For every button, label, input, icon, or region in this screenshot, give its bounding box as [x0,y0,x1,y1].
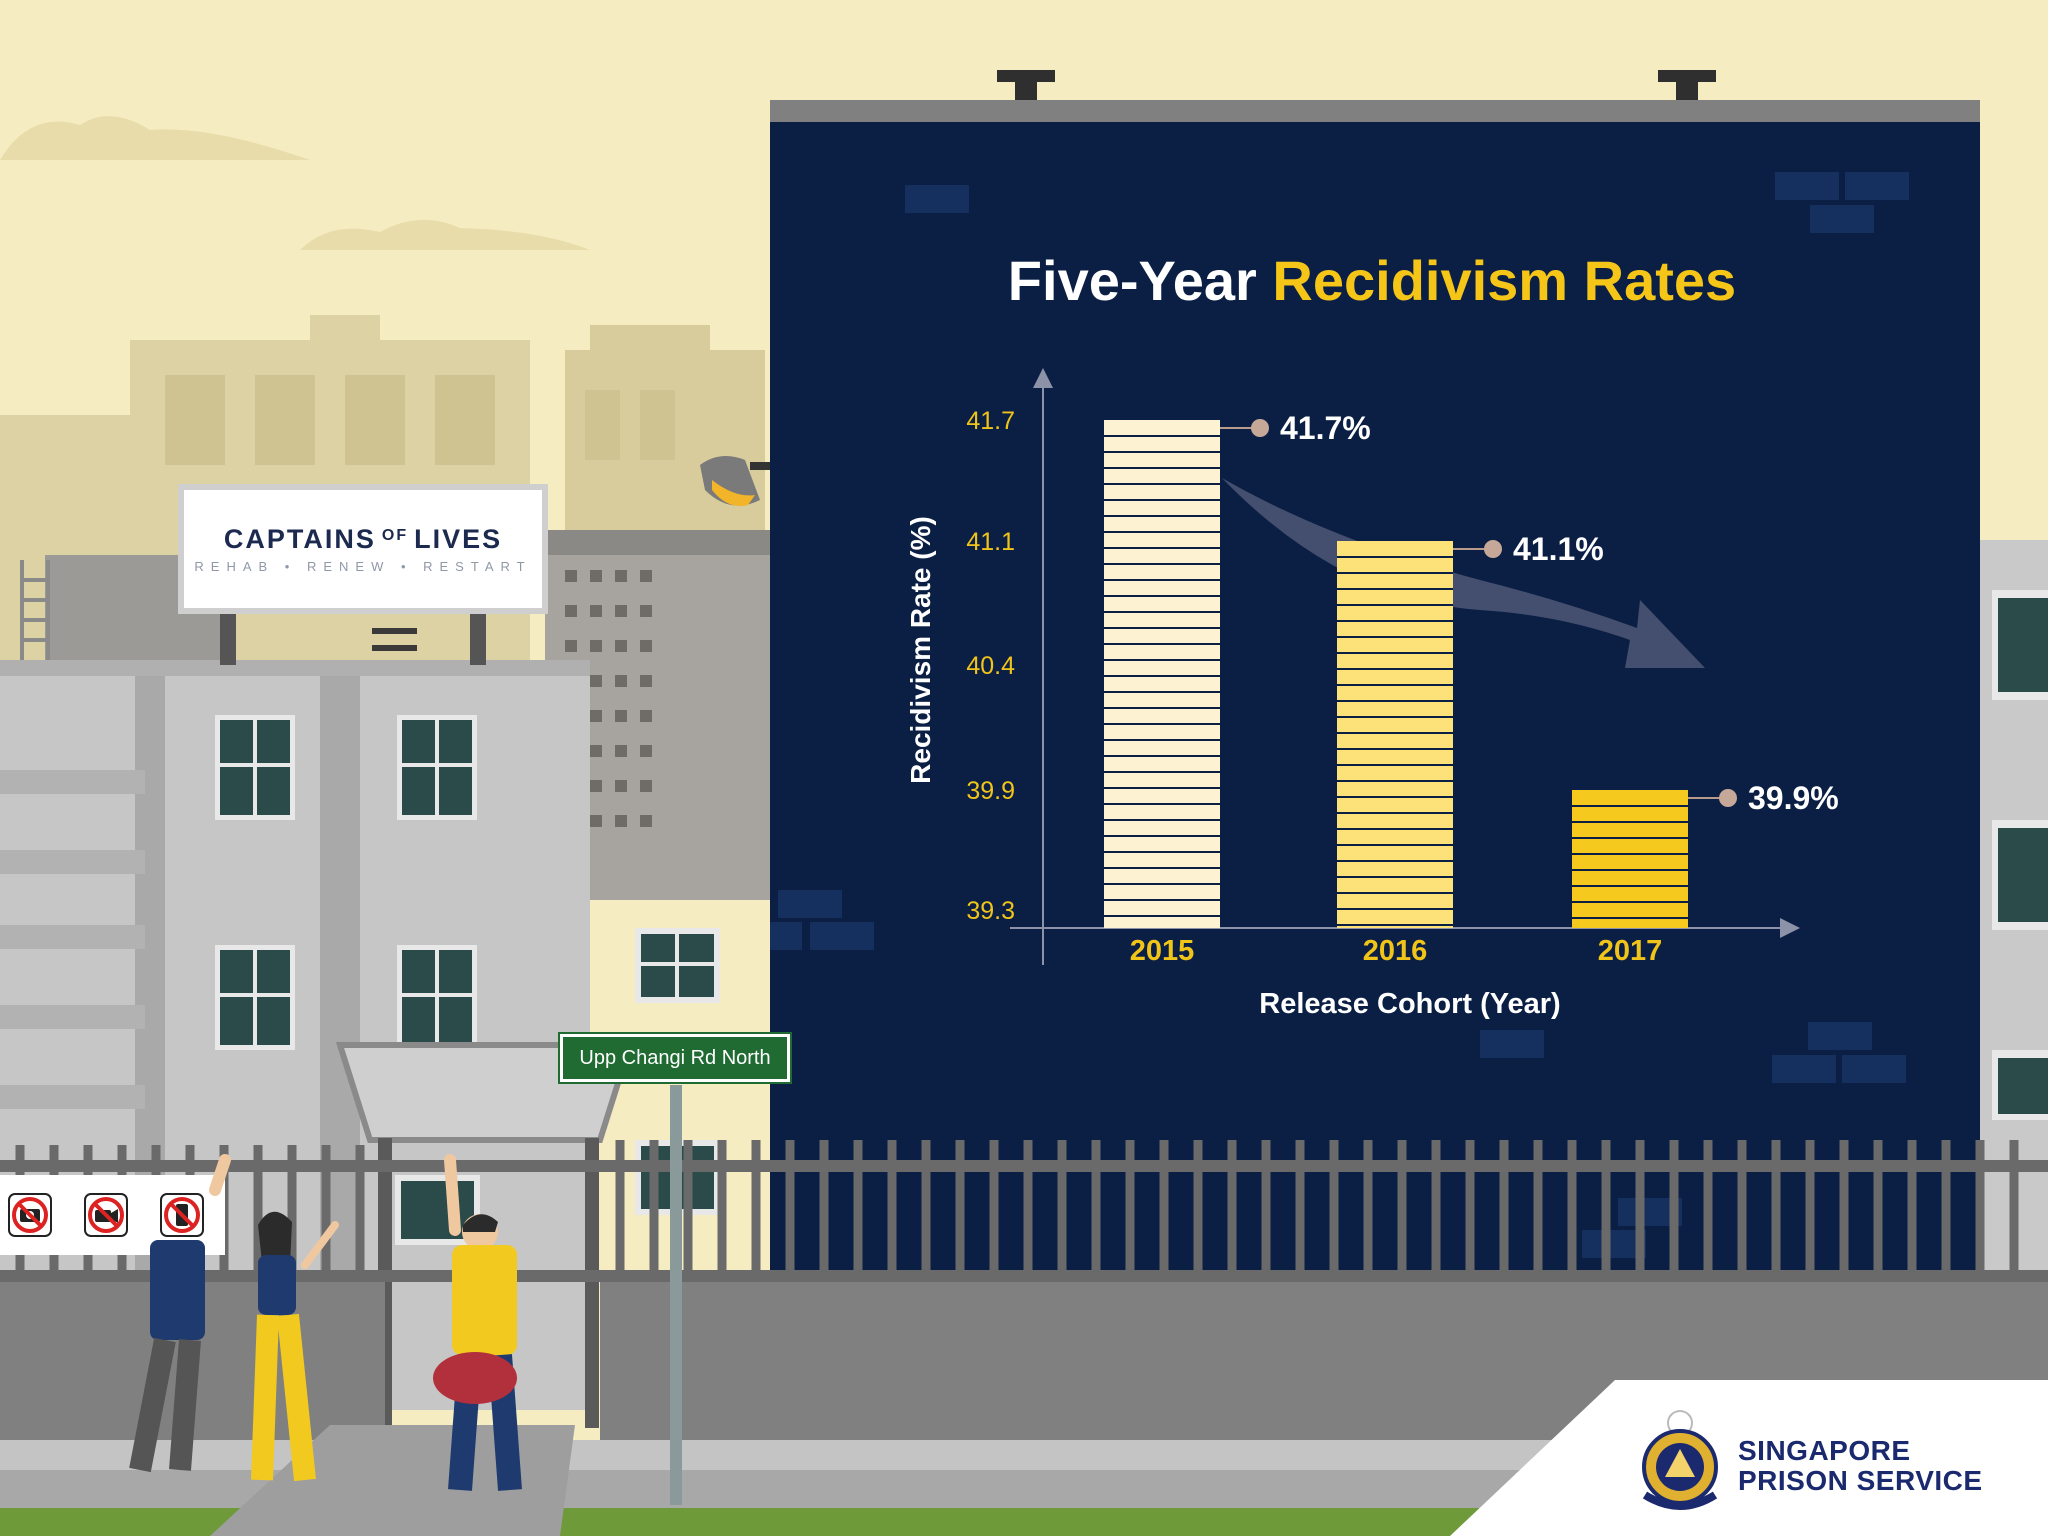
data-label-2016: 41.1% [1513,531,1604,567]
no-video-icon [84,1193,128,1237]
street-sign: Upp Changi Rd North [558,1032,792,1084]
cloud [0,116,310,160]
captains-sign-title: CAPTAINS OF LIVES [223,524,503,554]
y-tick-label: 40.4 [966,652,1015,680]
captains-sign-tagline: REHAB • RENEW • RESTART [194,559,532,574]
person-right [433,1154,522,1491]
no-camera-icon [8,1193,52,1237]
no-phone-icon [160,1193,204,1237]
bar-2015 [1104,420,1220,928]
prison-crest-icon [1642,1410,1718,1510]
y-axis-label: Recidivism Rate (%) [905,516,936,784]
x-axis-label: Release Cohort (Year) [1259,988,1560,1020]
singapore-prison-service-logo: SINGAPORE PRISON SERVICE [1738,1436,1983,1496]
y-tick-label: 39.3 [966,897,1015,925]
data-label-2015: 41.7% [1280,410,1371,446]
y-tick-label: 41.7 [966,407,1015,435]
logo-line2: PRISON SERVICE [1738,1465,1983,1496]
cloud [300,219,590,250]
bar-2017 [1572,790,1688,928]
data-label-dot [1719,789,1737,807]
x-tick-2017: 2017 [1598,935,1663,967]
data-label-2017: 39.9% [1748,780,1839,816]
chart-title: Five-Year Recidivism Rates [1008,249,1736,312]
x-tick-2016: 2016 [1363,935,1428,967]
logo-line1: SINGAPORE [1738,1435,1911,1466]
building-windows [215,715,720,1245]
data-label-dot [1251,419,1269,437]
person-middle [251,1211,339,1482]
x-tick-2015: 2015 [1130,935,1195,967]
trend-arrow [1222,478,1705,668]
y-tick-label: 41.1 [966,528,1015,556]
data-label-dot [1484,540,1502,558]
bar-2016 [1337,541,1453,928]
y-tick-label: 39.9 [966,777,1015,805]
captains-of-lives-sign: CAPTAINS OF LIVES REHAB • RENEW • RESTART [178,484,548,614]
